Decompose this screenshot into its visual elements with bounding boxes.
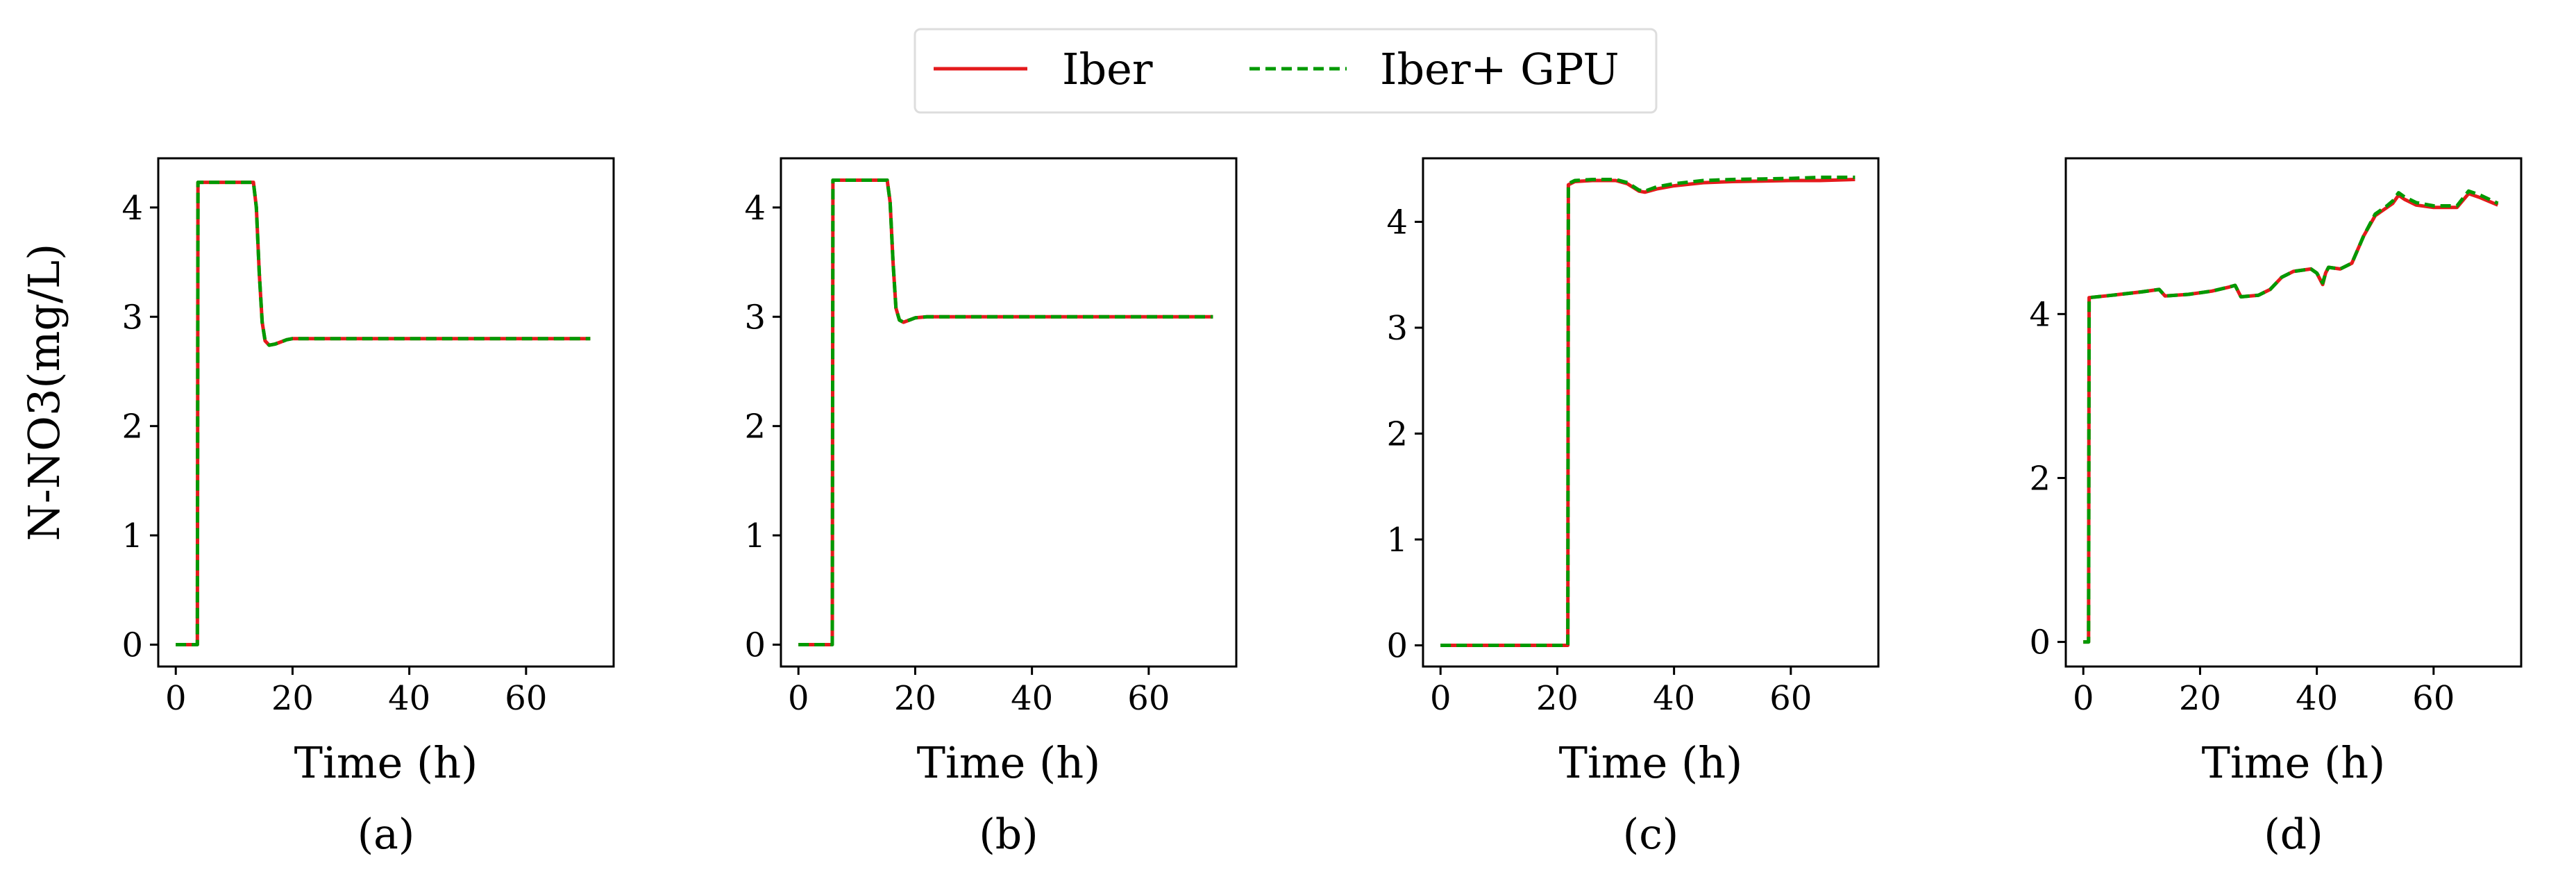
x-tick-label: 40 (1653, 679, 1695, 718)
y-tick-label: 4 (744, 189, 766, 228)
plot-frame (157, 157, 615, 668)
y-tick-label: 3 (1386, 309, 1408, 348)
x-axis-label: Time (h) (917, 737, 1101, 788)
y-tick-label: 0 (121, 626, 143, 665)
x-tick-label: 40 (1011, 679, 1053, 718)
series-line-iber-gpu (2083, 189, 2499, 644)
y-tick-label: 0 (1386, 627, 1408, 666)
y-axis-label: N-NO3(mg/L) (19, 244, 69, 542)
x-tick-label: 60 (2412, 679, 2455, 718)
plot-frame (1422, 157, 1880, 668)
series-line-iber-gpu (176, 181, 591, 646)
legend-iber-label: Iber (1062, 44, 1153, 94)
plot-frame (780, 157, 1238, 668)
x-tick-label: 20 (1536, 679, 1579, 718)
legend: Iber Iber+ GPU (914, 28, 1658, 114)
panel-a: N-NO3(mg/L) 0 20 40 60 0 1 2 3 4 Time (h) (a) (19, 157, 615, 859)
y-tick-label: 4 (1386, 203, 1408, 242)
panel-caption: (a) (357, 810, 415, 859)
x-tick-label: 0 (2073, 679, 2094, 718)
panel-d: 0 20 40 60 0 2 4 Time (h) (d) (2029, 157, 2523, 859)
y-tick-label: 4 (2029, 295, 2051, 334)
y-tick-label: 0 (744, 626, 766, 665)
y-tick-label: 0 (2029, 623, 2051, 662)
series-line-iber-gpu (798, 178, 1213, 646)
x-tick-label: 20 (2179, 679, 2221, 718)
series-group (2083, 189, 2499, 644)
x-tick-label: 40 (2296, 679, 2338, 718)
x-axis-label: Time (h) (1559, 737, 1743, 788)
series-group (798, 178, 1213, 646)
y-tick-label: 2 (2029, 459, 2051, 498)
y-tick-label: 1 (121, 517, 143, 555)
y-tick-label: 4 (121, 189, 143, 228)
y-tick-label: 2 (1386, 415, 1408, 454)
legend-gpu-label: Iber+ GPU (1380, 44, 1619, 94)
x-tick-label: 20 (271, 679, 314, 718)
series-group (1440, 175, 1855, 647)
tick-marks: 0 20 40 60 0 1 2 3 4 (744, 189, 1170, 718)
x-tick-label: 0 (165, 679, 187, 718)
x-axis-label: Time (h) (294, 737, 478, 788)
tick-marks: 0 20 40 60 0 1 2 3 4 (121, 189, 547, 718)
x-tick-label: 60 (1127, 679, 1170, 718)
y-tick-label: 1 (1386, 521, 1408, 560)
x-tick-label: 40 (388, 679, 430, 718)
x-tick-label: 60 (505, 679, 547, 718)
tick-marks: 0 20 40 60 0 1 2 3 4 (1386, 203, 1812, 719)
series-group (176, 181, 591, 646)
plot-frame (2064, 157, 2523, 668)
panel-caption: (d) (2264, 810, 2323, 859)
y-tick-label: 2 (744, 408, 766, 446)
y-tick-label: 3 (744, 298, 766, 337)
x-axis-label: Time (h) (2202, 737, 2386, 788)
legend-frame (914, 28, 1658, 114)
x-tick-label: 0 (1430, 679, 1451, 718)
y-tick-label: 2 (121, 408, 143, 446)
panel-c: 0 20 40 60 0 1 2 3 4 Time (h) (c) (1386, 157, 1880, 859)
y-tick-label: 1 (744, 517, 766, 555)
panel-caption: (c) (1623, 810, 1678, 859)
panel-caption: (b) (979, 810, 1038, 859)
x-tick-label: 60 (1769, 679, 1812, 718)
series-line-iber-gpu (1440, 175, 1855, 647)
panel-b: 0 20 40 60 0 1 2 3 4 Time (h) (b) (744, 157, 1238, 859)
y-tick-label: 3 (121, 298, 143, 337)
tick-marks: 0 20 40 60 0 2 4 (2029, 295, 2455, 718)
x-tick-label: 20 (894, 679, 936, 718)
x-tick-label: 0 (788, 679, 809, 718)
